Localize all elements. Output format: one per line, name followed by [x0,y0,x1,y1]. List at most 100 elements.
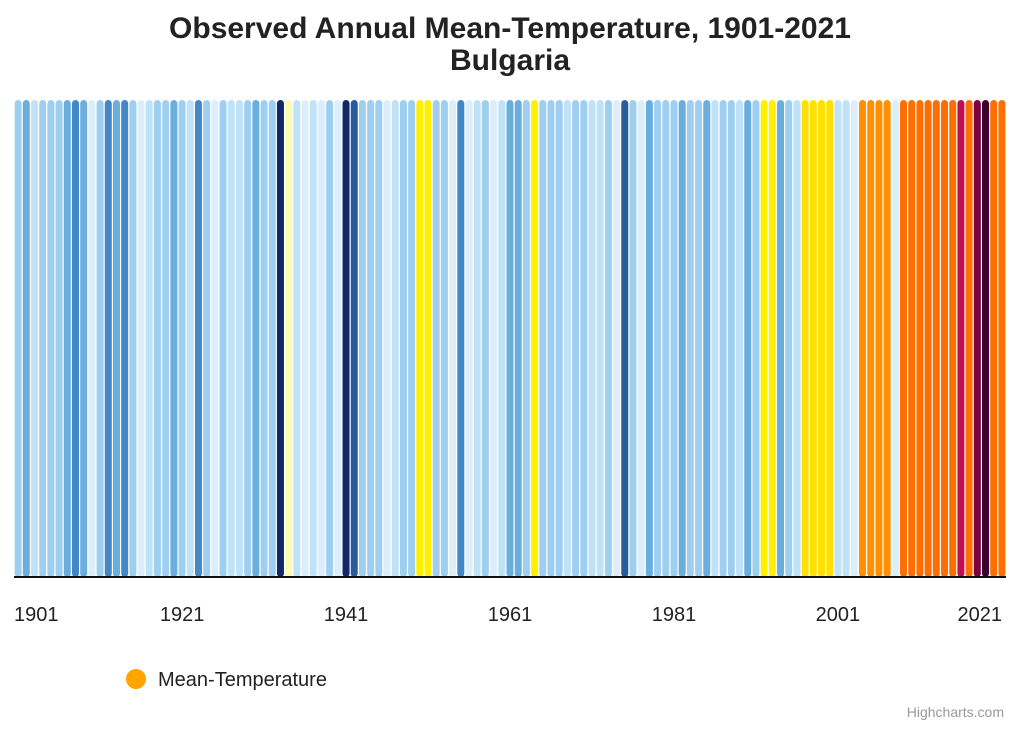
stripe-1933[interactable] [276,100,284,577]
stripe-1909[interactable] [80,100,88,577]
stripe-2021[interactable] [998,100,1006,577]
stripe-1956[interactable] [465,100,473,577]
stripe-2002[interactable] [842,100,850,577]
stripe-1955[interactable] [457,100,465,577]
stripe-2001[interactable] [834,100,842,577]
stripe-1903[interactable] [31,100,38,577]
stripe-1913[interactable] [112,100,120,577]
stripe-1949[interactable] [408,100,416,577]
stripe-1971[interactable] [588,100,596,577]
stripe-1916[interactable] [137,100,145,577]
stripe-2016[interactable] [957,100,965,577]
legend-label[interactable]: Mean-Temperature [158,669,327,691]
stripe-2018[interactable] [973,100,981,577]
stripe-1945[interactable] [375,100,383,577]
stripe-2007[interactable] [883,100,891,577]
stripe-1994[interactable] [777,100,785,577]
stripe-1946[interactable] [383,100,391,577]
stripe-1972[interactable] [596,100,604,577]
stripe-1902[interactable] [22,100,30,577]
stripe-1999[interactable] [818,100,826,577]
stripe-2015[interactable] [949,100,957,577]
stripe-1906[interactable] [55,100,63,577]
stripe-1997[interactable] [801,100,809,577]
stripe-1962[interactable] [514,100,522,577]
stripe-2017[interactable] [965,100,973,577]
stripe-1924[interactable] [203,100,211,577]
stripe-1941[interactable] [342,100,350,577]
stripe-1930[interactable] [252,100,260,577]
stripe-1965[interactable] [539,100,547,577]
stripe-1982[interactable] [678,100,686,577]
stripe-1976[interactable] [629,100,637,577]
stripe-1967[interactable] [555,100,563,577]
stripe-2005[interactable] [867,100,875,577]
stripe-1928[interactable] [235,100,243,577]
stripe-1901[interactable] [14,100,22,577]
stripe-1935[interactable] [293,100,301,577]
stripe-1961[interactable] [506,100,514,577]
stripe-1937[interactable] [309,100,317,577]
stripe-1970[interactable] [580,100,588,577]
stripe-1948[interactable] [399,100,407,577]
stripe-1919[interactable] [162,100,170,577]
stripe-2014[interactable] [941,100,949,577]
stripe-2010[interactable] [908,100,916,577]
stripe-1942[interactable] [350,100,358,577]
stripe-1911[interactable] [96,100,104,577]
stripe-1920[interactable] [170,100,178,577]
stripe-1950[interactable] [416,100,424,577]
stripe-1993[interactable] [768,100,776,577]
stripe-1917[interactable] [145,100,153,577]
stripe-1989[interactable] [736,100,744,577]
stripe-1969[interactable] [572,100,580,577]
stripe-1954[interactable] [449,100,457,577]
credits-link[interactable]: Highcharts.com [907,704,1004,720]
stripe-2019[interactable] [982,100,989,577]
stripe-1923[interactable] [194,100,202,577]
stripe-1986[interactable] [711,100,719,577]
stripe-1973[interactable] [604,100,612,577]
stripe-1931[interactable] [260,100,268,577]
stripe-1912[interactable] [104,100,112,577]
stripe-2020[interactable] [990,100,998,577]
stripe-1904[interactable] [39,100,47,577]
stripe-1910[interactable] [88,100,96,577]
stripe-1929[interactable] [244,100,252,577]
stripe-1959[interactable] [490,100,498,577]
stripe-1981[interactable] [670,100,678,577]
stripe-1992[interactable] [760,100,768,577]
stripe-1908[interactable] [71,100,79,577]
stripe-1914[interactable] [121,100,129,577]
stripe-2012[interactable] [924,100,932,577]
stripe-1975[interactable] [621,100,629,577]
stripe-1922[interactable] [186,100,194,577]
stripe-2000[interactable] [826,100,834,577]
stripe-1960[interactable] [498,100,506,577]
stripe-1939[interactable] [326,100,334,577]
stripe-1921[interactable] [178,100,186,577]
stripe-1905[interactable] [47,100,55,577]
stripe-1940[interactable] [334,100,342,577]
stripe-1979[interactable] [654,100,662,577]
stripe-1963[interactable] [522,100,530,577]
stripe-1974[interactable] [613,100,621,577]
stripe-1995[interactable] [785,100,793,577]
stripe-1953[interactable] [440,100,448,577]
stripe-1985[interactable] [703,100,711,577]
stripe-1938[interactable] [317,100,325,577]
stripe-1915[interactable] [129,100,137,577]
stripe-1998[interactable] [809,100,817,577]
stripe-2013[interactable] [932,100,940,577]
stripe-1925[interactable] [211,100,219,577]
stripe-1944[interactable] [367,100,375,577]
stripe-2008[interactable] [891,100,899,577]
stripe-1977[interactable] [637,100,645,577]
stripe-1947[interactable] [391,100,399,577]
stripe-1907[interactable] [63,100,71,577]
stripe-2011[interactable] [916,100,924,577]
stripe-1987[interactable] [719,100,727,577]
stripe-1932[interactable] [268,100,276,577]
stripe-1984[interactable] [695,100,703,577]
stripe-1990[interactable] [744,100,752,577]
